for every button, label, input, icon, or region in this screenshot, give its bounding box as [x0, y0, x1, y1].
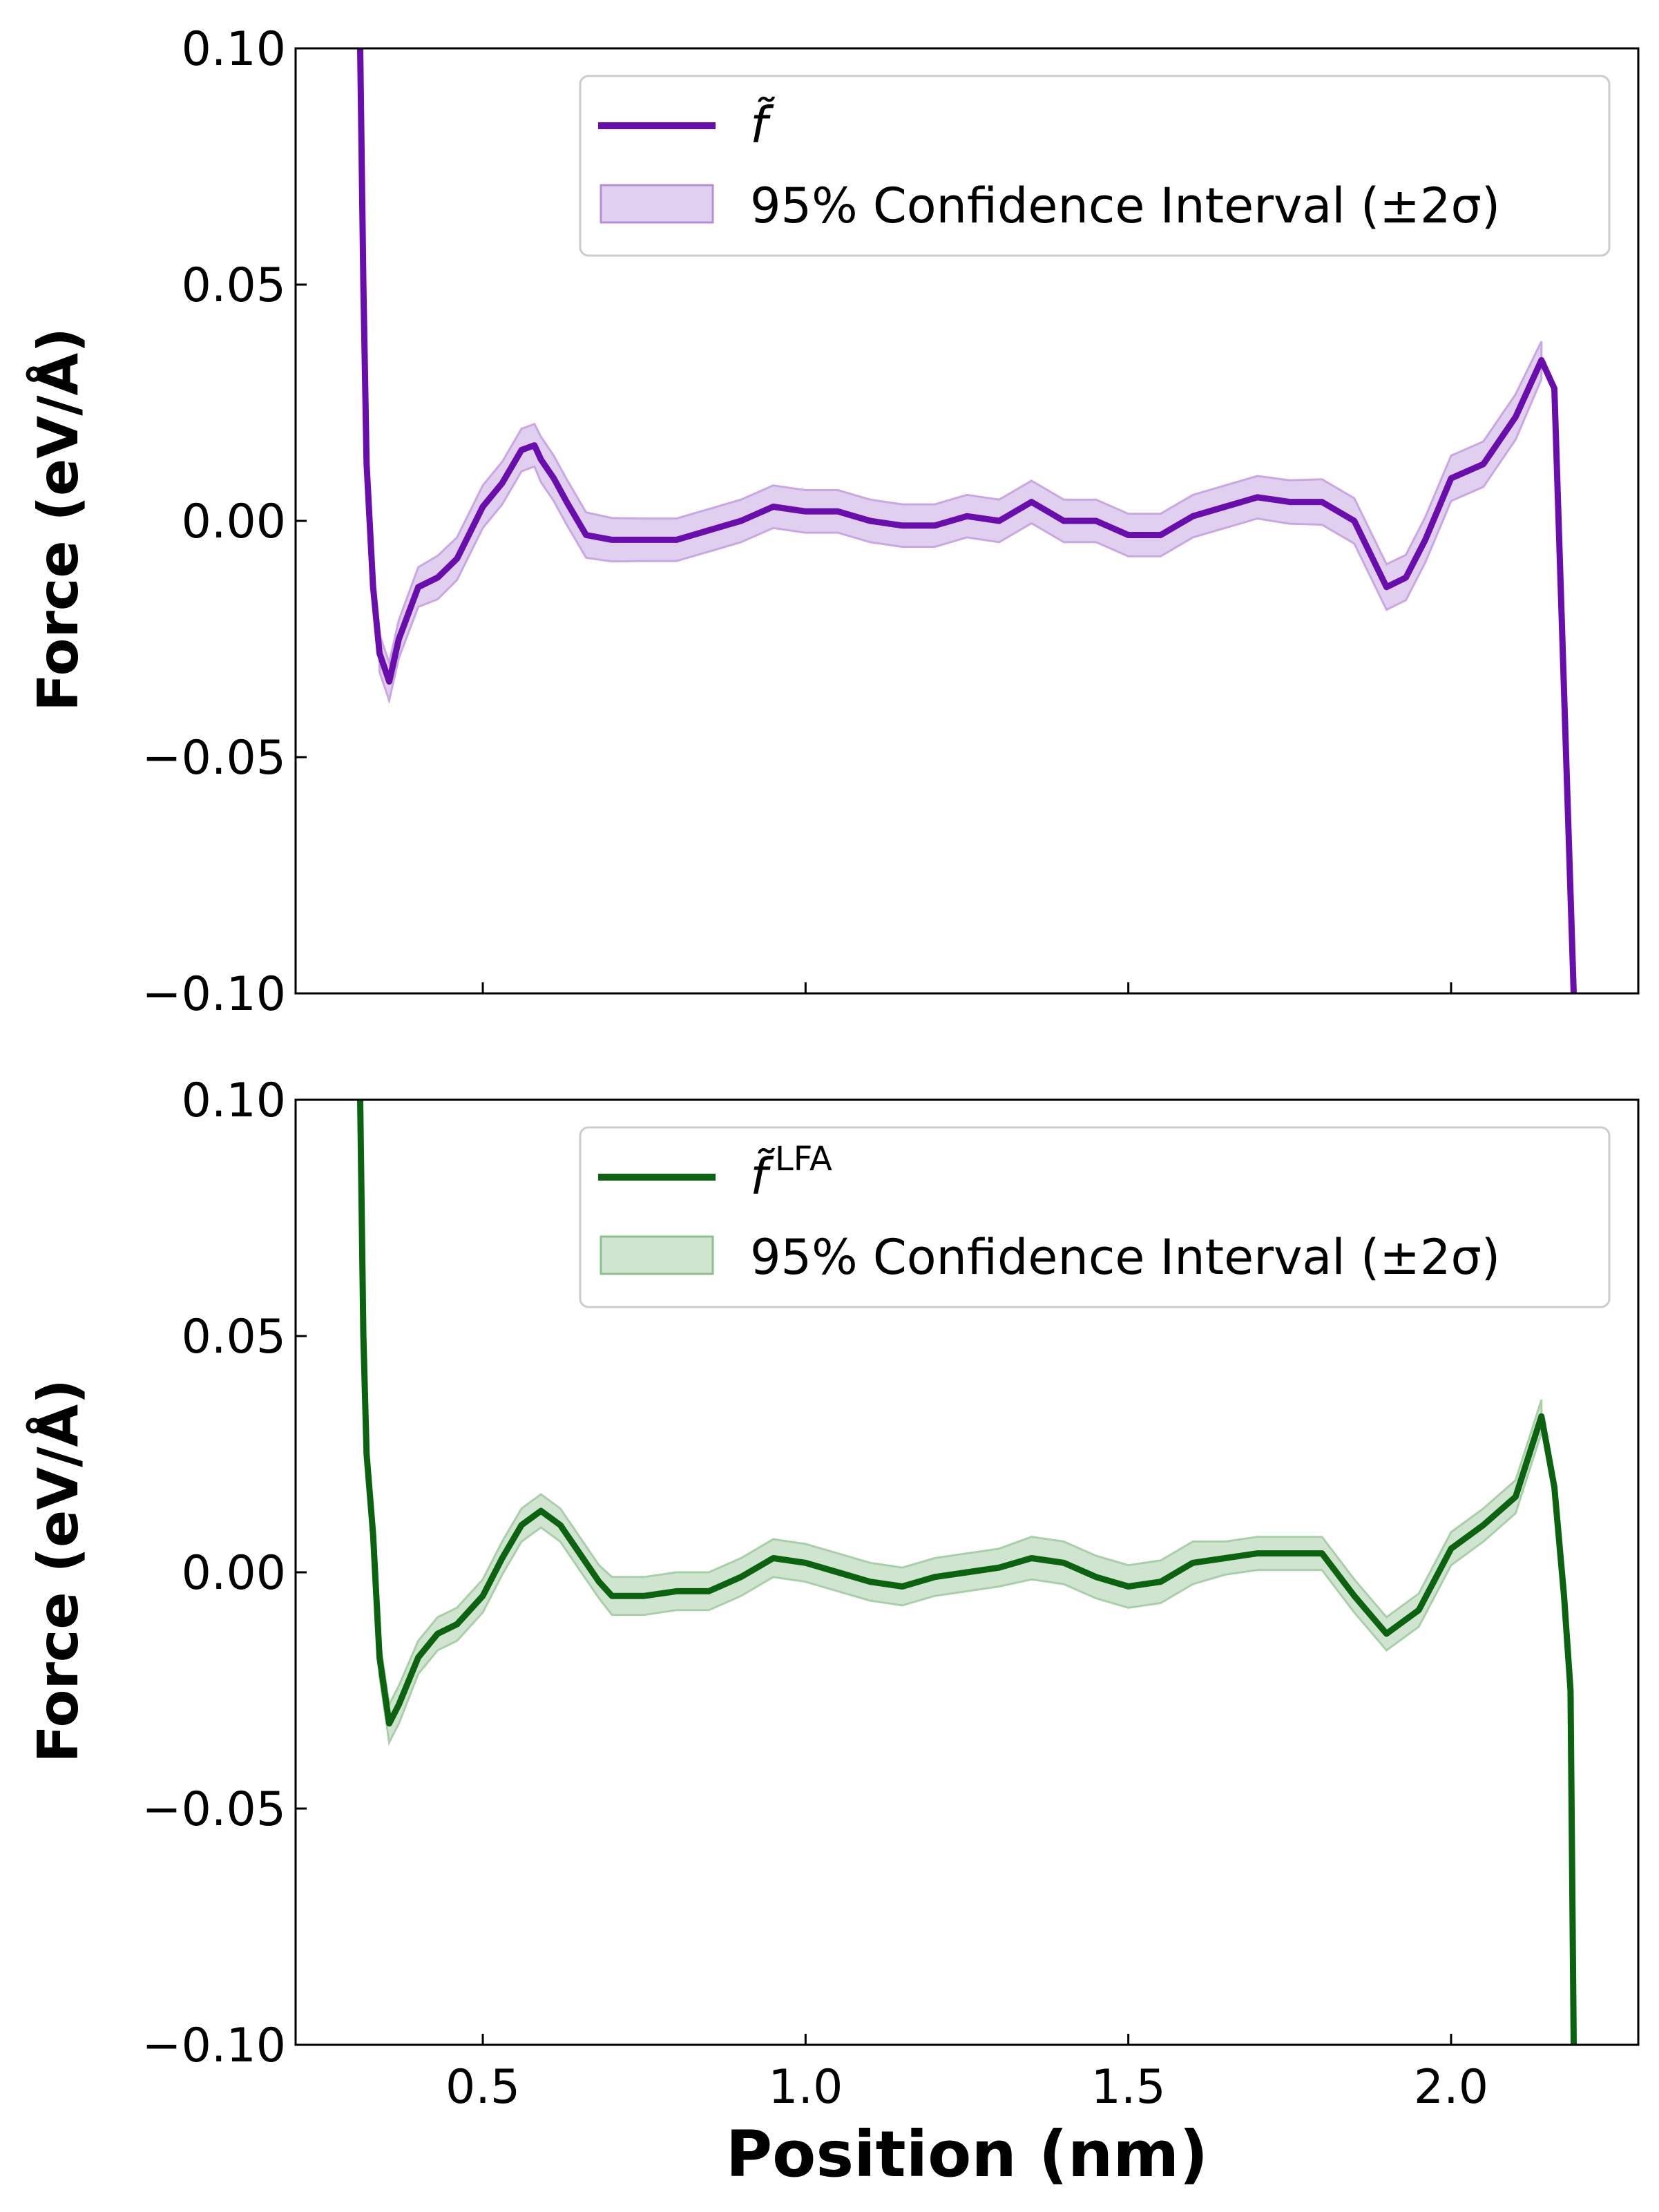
bottom-y-tick-label: 0.05	[182, 1310, 286, 1364]
bottom-x-tick-label: 1.0	[768, 2060, 843, 2115]
top-y-tick-label: 0.10	[182, 22, 286, 77]
bottom-series-line-layer	[357, 1100, 1577, 2045]
bottom-legend: f̃ LFA 95% Confidence Interval (±2σ)	[579, 1126, 1611, 1308]
bottom-legend-band-swatch	[600, 1235, 714, 1275]
bottom-legend-box	[579, 1126, 1611, 1308]
bottom-y-axis-label: Force (eV/Å)	[26, 1379, 90, 1763]
top-panel: Force (eV/Å) −0.10 −0.05 0.00 0.05 0.10 f̃ 9…	[26, 22, 1640, 1022]
bottom-y-tick-label: −0.10	[142, 2019, 286, 2073]
bottom-plot-frame	[294, 1098, 1640, 2046]
bottom-x-tick-label: 0.5	[445, 2060, 520, 2115]
top-y-tick-label: 0.05	[182, 258, 286, 313]
top-y-tick-label: −0.05	[142, 731, 286, 785]
top-series-line-layer	[357, 48, 1577, 993]
bottom-panel: Force (eV/Å) −0.10 −0.05 0.00 0.05 0.10 0.5 1.…	[26, 1074, 1640, 2115]
bottom-legend-ci-label: 95% Confidence Interval (±2σ)	[750, 1229, 1500, 1286]
top-y-tick-label: −0.10	[142, 967, 286, 1022]
bottom-y-tick-label: −0.05	[142, 1782, 286, 1837]
bottom-legend-series-superscript: LFA	[775, 1140, 832, 1179]
top-legend: f̃ 95% Confidence Interval (±2σ)	[579, 75, 1611, 257]
top-plot-frame	[294, 47, 1640, 995]
top-ticks-layer: −0.10 −0.05 0.00 0.05 0.10	[142, 22, 1452, 1022]
top-y-tick-label: 0.00	[182, 495, 286, 549]
bottom-y-tick-label: 0.10	[182, 1074, 286, 1128]
x-axis-label: Position (nm)	[726, 2117, 1209, 2191]
bottom-series-line	[357, 1100, 1577, 2045]
bottom-ticks-layer: −0.10 −0.05 0.00 0.05 0.10 0.5 1.0 1.5 2.0	[142, 1074, 1488, 2115]
top-legend-band-swatch	[600, 184, 714, 224]
bottom-x-tick-label: 1.5	[1091, 2060, 1166, 2115]
top-y-axis-label: Force (eV/Å)	[26, 327, 90, 712]
bottom-y-tick-label: 0.00	[182, 1546, 286, 1601]
top-legend-box	[579, 75, 1611, 257]
top-series-line	[357, 48, 1577, 993]
top-legend-ci-label: 95% Confidence Interval (±2σ)	[750, 178, 1500, 234]
bottom-x-tick-label: 2.0	[1414, 2060, 1488, 2115]
